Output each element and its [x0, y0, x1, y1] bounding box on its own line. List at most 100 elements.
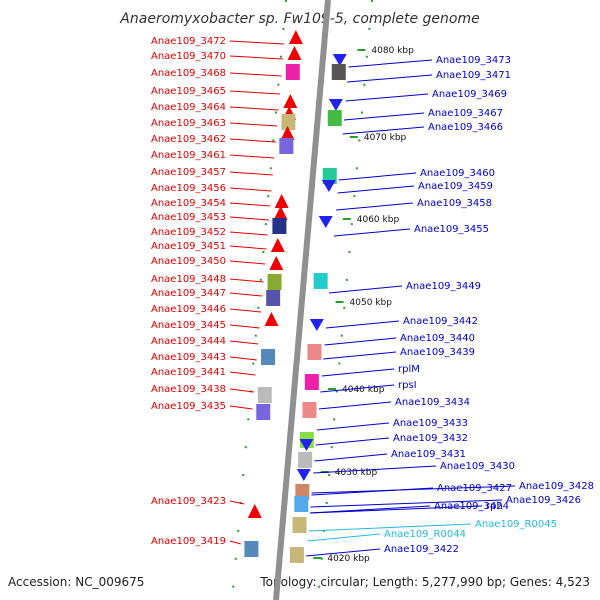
leader-line — [229, 122, 278, 127]
leader-line — [317, 422, 390, 431]
gene-label-anae109-3451[interactable]: Anae109_3451 — [151, 241, 226, 252]
gene-label-anae109-3461[interactable]: Anae109_3461 — [151, 150, 226, 161]
gene-label-anae109-3419[interactable]: Anae109_3419 — [151, 536, 226, 547]
gene-label-anae109-3466[interactable]: Anae109_3466 — [428, 122, 503, 133]
gene-label-anae109-r0045[interactable]: Anae109_R0045 — [475, 519, 557, 530]
gene-arrow — [287, 46, 302, 60]
leader-line — [229, 231, 268, 236]
kbp-marker-label: 4020 kbp — [327, 554, 370, 564]
gene-label-anae109-3471[interactable]: Anae109_3471 — [436, 70, 511, 81]
leader-line — [229, 540, 241, 545]
gene-label-anae109-3434[interactable]: Anae109_3434 — [395, 397, 470, 408]
gene-box — [304, 374, 319, 390]
leader-line — [229, 171, 273, 176]
kbp-marker-label: 4080 kbp — [371, 46, 414, 56]
gene-label-anae109-3441[interactable]: Anae109_3441 — [151, 367, 226, 378]
gene-label-rplm[interactable]: rplM — [398, 364, 420, 375]
gene-label-anae109-3456[interactable]: Anae109_3456 — [151, 183, 226, 194]
gene-label-anae109-3439[interactable]: Anae109_3439 — [400, 347, 475, 358]
gene-box — [327, 110, 342, 126]
gene-label-anae109-3454[interactable]: Anae109_3454 — [151, 198, 226, 209]
gene-label-anae109-3447[interactable]: Anae109_3447 — [151, 288, 226, 299]
gene-label-anae109-3455[interactable]: Anae109_3455 — [414, 224, 489, 235]
leader-line — [347, 74, 433, 83]
gene-arrow — [332, 54, 347, 66]
gene-label-anae109-3469[interactable]: Anae109_3469 — [432, 89, 507, 100]
gene-label-anae109-3468[interactable]: Anae109_3468 — [151, 68, 226, 79]
gene-label-anae109-3446[interactable]: Anae109_3446 — [151, 304, 226, 315]
gene-label-anae109-3464[interactable]: Anae109_3464 — [151, 102, 226, 113]
gene-label-anae109-3423[interactable]: Anae109_3423 — [151, 496, 226, 507]
leader-line — [323, 351, 397, 360]
gene-label-anae109-3459[interactable]: Anae109_3459 — [418, 181, 493, 192]
gene-label-anae109-3422[interactable]: Anae109_3422 — [384, 544, 459, 555]
gene-label-anae109-3450[interactable]: Anae109_3450 — [151, 256, 226, 267]
gene-box — [256, 404, 271, 420]
leader-line — [229, 340, 259, 345]
leader-line — [348, 59, 433, 68]
gene-label-anae109-3453[interactable]: Anae109_3453 — [151, 212, 226, 223]
gene-box — [313, 273, 328, 289]
gene-label-anae109-3432[interactable]: Anae109_3432 — [393, 433, 468, 444]
leader-line — [229, 55, 283, 60]
leader-line — [345, 93, 429, 102]
leader-line — [229, 40, 285, 45]
gene-box — [261, 349, 276, 365]
leader-line — [229, 260, 266, 265]
gene-label-anae109-r0044[interactable]: Anae109_R0044 — [384, 529, 466, 540]
gene-label-anae109-3431[interactable]: Anae109_3431 — [391, 449, 466, 460]
gene-box — [302, 402, 317, 418]
gene-label-anae109-3467[interactable]: Anae109_3467 — [428, 108, 503, 119]
leader-line — [229, 308, 261, 313]
leader-line — [318, 401, 392, 410]
gene-arrow — [318, 216, 333, 228]
kbp-marker-label: 4040 kbp — [342, 385, 385, 395]
gene-box — [292, 517, 307, 533]
gene-label-anae109-3462[interactable]: Anae109_3462 — [151, 134, 226, 145]
gene-label-anae109-3448[interactable]: Anae109_3448 — [151, 274, 226, 285]
gene-label-anae109-3452[interactable]: Anae109_3452 — [151, 227, 226, 238]
gene-arrow — [299, 439, 314, 451]
gene-label-anae109-3473[interactable]: Anae109_3473 — [436, 55, 511, 66]
gene-arrow — [296, 469, 311, 481]
leader-line — [328, 285, 403, 294]
gene-label-anae109-3427[interactable]: Anae109_3427 — [437, 483, 512, 494]
gene-label-rph[interactable]: rph — [486, 501, 503, 512]
leader-line — [311, 487, 434, 496]
gene-label-anae109-3430[interactable]: Anae109_3430 — [440, 461, 515, 472]
gene-label-anae109-3460[interactable]: Anae109_3460 — [420, 168, 495, 179]
leader-line — [338, 172, 417, 181]
gene-label-anae109-3463[interactable]: Anae109_3463 — [151, 118, 226, 129]
gene-arrow — [247, 504, 262, 518]
gene-label-anae109-3445[interactable]: Anae109_3445 — [151, 320, 226, 331]
gene-label-anae109-3472[interactable]: Anae109_3472 — [151, 36, 226, 47]
gene-label-rpsi[interactable]: rpsI — [398, 380, 417, 391]
gene-label-anae109-3465[interactable]: Anae109_3465 — [151, 86, 226, 97]
gene-label-anae109-3426[interactable]: Anae109_3426 — [506, 495, 581, 506]
gene-label-anae109-3444[interactable]: Anae109_3444 — [151, 336, 226, 347]
leader-line — [342, 126, 425, 135]
gene-label-anae109-3440[interactable]: Anae109_3440 — [400, 333, 475, 344]
gene-arrow — [309, 319, 324, 331]
gene-box — [307, 344, 322, 360]
leader-line — [229, 216, 269, 221]
gene-arrow — [328, 99, 343, 111]
gene-label-anae109-3457[interactable]: Anae109_3457 — [151, 167, 226, 178]
leader-line — [229, 278, 264, 283]
gene-label-anae109-3433[interactable]: Anae109_3433 — [393, 418, 468, 429]
leader-line — [315, 437, 390, 446]
leader-line — [229, 405, 253, 410]
leader-line — [324, 337, 397, 346]
leader-line — [336, 202, 414, 211]
gene-label-anae109-3470[interactable]: Anae109_3470 — [151, 51, 226, 62]
gene-label-anae109-3449[interactable]: Anae109_3449 — [406, 281, 481, 292]
gene-label-anae109-3428[interactable]: Anae109_3428 — [519, 481, 594, 492]
gene-label-anae109-3443[interactable]: Anae109_3443 — [151, 352, 226, 363]
gene-label-anae109-3438[interactable]: Anae109_3438 — [151, 384, 226, 395]
leader-line — [229, 202, 271, 207]
gene-label-anae109-3458[interactable]: Anae109_3458 — [417, 198, 492, 209]
leader-line — [321, 368, 395, 377]
gene-label-anae109-3435[interactable]: Anae109_3435 — [151, 401, 226, 412]
gene-label-anae109-3442[interactable]: Anae109_3442 — [403, 316, 478, 327]
